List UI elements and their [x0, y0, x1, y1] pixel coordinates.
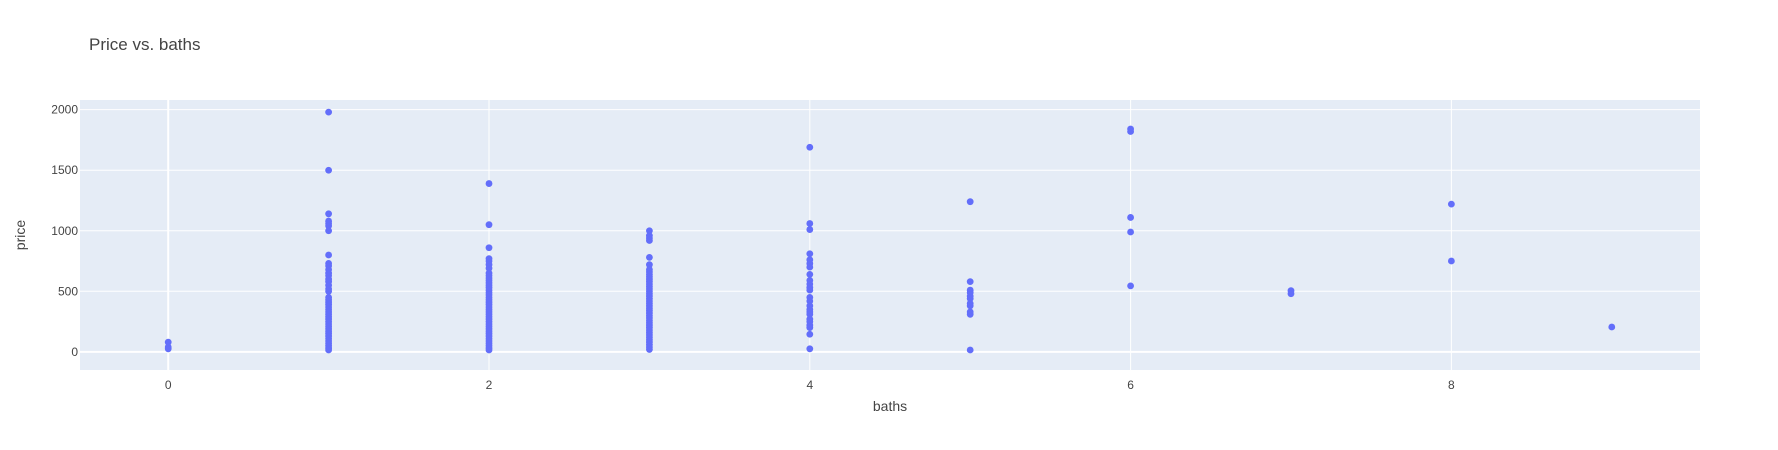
data-point [806, 263, 814, 271]
data-points [164, 108, 1616, 354]
data-point [1447, 200, 1455, 208]
data-point [966, 295, 974, 302]
data-point [325, 251, 333, 259]
data-point [806, 270, 814, 278]
data-point [966, 198, 974, 206]
data-point [1447, 257, 1455, 265]
data-point [806, 226, 814, 233]
data-point [485, 180, 493, 187]
data-point [806, 250, 814, 258]
data-point [646, 346, 653, 353]
data-point [806, 286, 814, 294]
data-point [485, 346, 493, 354]
data-point [646, 253, 653, 261]
data-point [164, 345, 172, 353]
data-point [806, 324, 814, 332]
data-point [485, 244, 493, 252]
data-point [646, 237, 653, 244]
data-point [966, 302, 974, 310]
data-point [325, 287, 333, 295]
data-point [325, 108, 333, 116]
data-point [806, 310, 814, 318]
y-tick-label: 1500 [51, 163, 78, 177]
y-tick-label: 500 [58, 284, 78, 298]
y-tick-label: 2000 [51, 103, 78, 117]
data-point [966, 278, 974, 286]
data-point [806, 345, 814, 353]
data-point [806, 297, 814, 305]
y-axis-title: price [12, 220, 28, 251]
data-point [325, 346, 333, 354]
data-point [1127, 228, 1134, 236]
data-point [485, 221, 493, 229]
data-point [646, 261, 653, 269]
data-point [966, 346, 974, 354]
data-point [325, 210, 333, 218]
data-point [1127, 282, 1134, 290]
data-point [806, 220, 814, 227]
x-tick-label: 0 [165, 378, 172, 392]
data-point [806, 143, 814, 151]
plot-background [80, 100, 1700, 370]
data-point [325, 222, 333, 230]
data-point [325, 227, 333, 235]
data-point [1608, 323, 1616, 331]
chart-title: Price vs. baths [89, 35, 201, 54]
data-point [646, 227, 653, 235]
x-tick-label: 8 [1448, 378, 1455, 392]
data-point [1127, 214, 1134, 221]
data-point [164, 338, 172, 346]
data-point [966, 310, 974, 318]
y-tick-label: 0 [71, 345, 78, 359]
x-axis-title: baths [873, 398, 907, 414]
data-point [1127, 128, 1134, 135]
y-tick-labels: 0 500 1000 1500 2000 [51, 103, 78, 359]
y-tick-label: 1000 [51, 224, 78, 238]
y-gridlines [80, 109, 1700, 353]
data-point [1287, 290, 1295, 298]
data-point [325, 166, 333, 174]
data-point [485, 264, 493, 272]
x-tick-labels: 0 2 4 6 8 [165, 378, 1455, 392]
x-tick-label: 6 [1127, 378, 1134, 392]
x-tick-label: 4 [806, 378, 813, 392]
data-point [806, 330, 814, 338]
x-tick-label: 2 [486, 378, 493, 392]
